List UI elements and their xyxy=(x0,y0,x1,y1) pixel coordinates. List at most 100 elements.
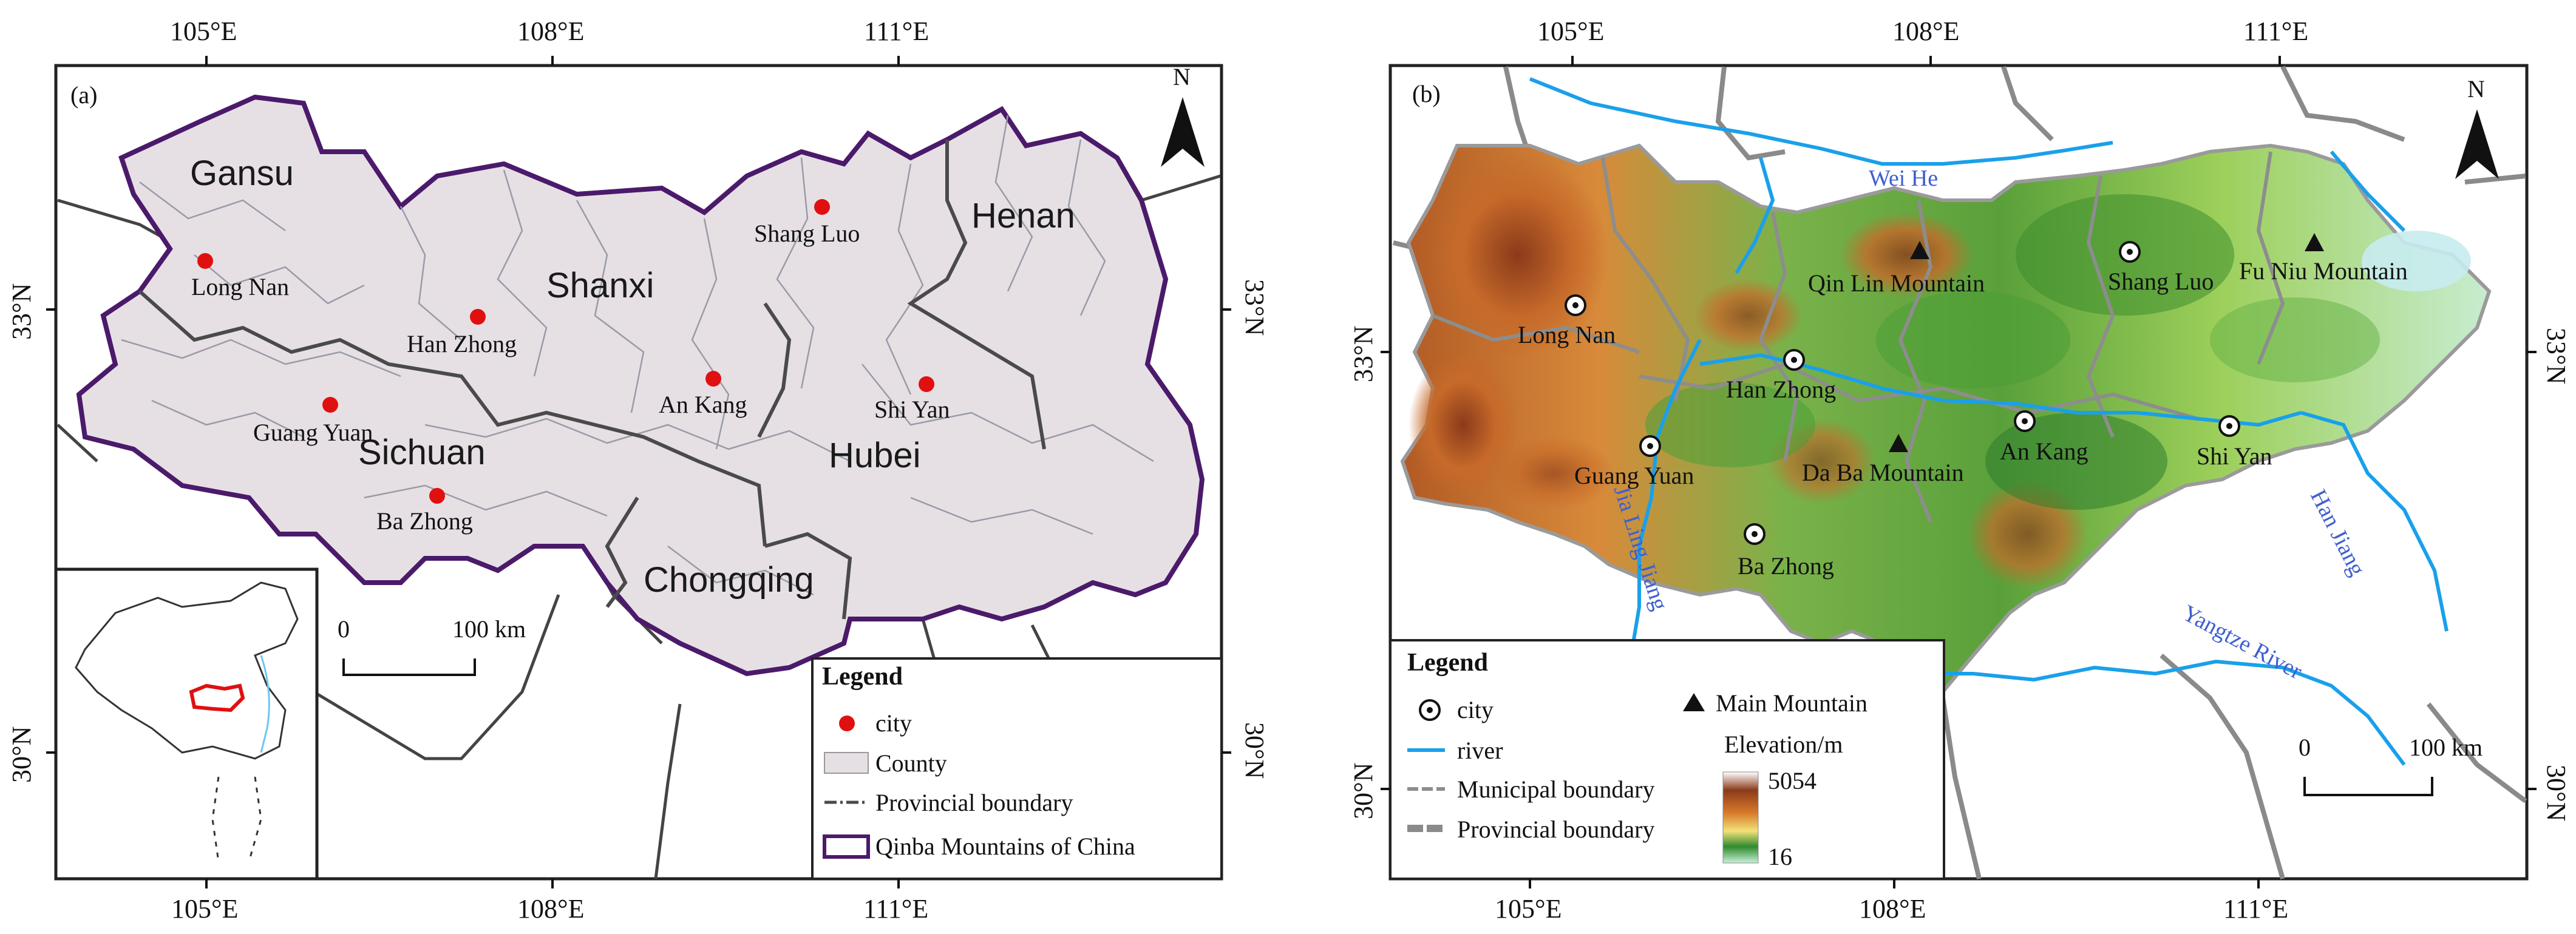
city-label: Shi Yan xyxy=(2197,442,2272,470)
legend-provincial-label: Provincial boundary xyxy=(1457,816,1655,843)
yangtze-river xyxy=(1850,659,2406,766)
left-tick-label: 33°N xyxy=(7,283,36,340)
legend-elevation-ramp xyxy=(1722,771,1759,864)
bottom-tick-label: 105°E xyxy=(1495,894,1562,924)
right-tick-label: 33°N xyxy=(1240,279,1269,336)
scale-line xyxy=(342,658,476,676)
city-label: Han Zhong xyxy=(407,330,517,357)
right-tick-label: 30°N xyxy=(2541,765,2571,821)
legend-title: Legend xyxy=(822,663,903,691)
top-tick-label: 108°E xyxy=(517,16,584,46)
right-tick-label: 33°N xyxy=(2541,328,2571,384)
bottom-tick-label: 105°E xyxy=(171,894,238,924)
scale-end: 100 km xyxy=(2409,734,2483,761)
city-label: Ba Zhong xyxy=(376,507,473,535)
mountain-label: Da Ba Mountain xyxy=(1802,459,1964,486)
panel-b-label: (b) xyxy=(1412,80,1441,107)
left-tick-label: 33°N xyxy=(1348,326,1378,382)
legend-mountain-icon xyxy=(1683,693,1705,711)
qinba-region-a xyxy=(76,94,1205,677)
legend-box xyxy=(1389,639,1945,880)
top-tick-label: 108°E xyxy=(1892,16,1959,46)
legend-qinba-swatch xyxy=(823,834,870,859)
city-label: Shang Luo xyxy=(2108,268,2214,295)
mountain-icon xyxy=(1910,241,1929,259)
left-tick-label: 30°N xyxy=(1348,763,1378,819)
city-marker xyxy=(1639,435,1661,457)
province-label-gansu: Gansu xyxy=(190,154,294,193)
city-marker xyxy=(814,199,830,215)
north-arrow-a: N xyxy=(1161,63,1205,167)
legend-title: Legend xyxy=(1407,649,1488,677)
legend-provincial-label: Provincial boundary xyxy=(875,789,1073,816)
provincial-boundaries-a xyxy=(138,140,1046,620)
scale-bar-b: 0 100 km xyxy=(2299,734,2483,796)
city-marker xyxy=(919,376,934,392)
mountains-b: Qin Lin Mountain Fu Niu Mountain Da Ba M… xyxy=(1802,233,2408,486)
city-label: Han Zhong xyxy=(1726,376,1836,403)
city-marker xyxy=(2014,410,2036,432)
legend-a: Legend city County Provincial boundary Q… xyxy=(811,657,1223,880)
cities-b: Long Nan Han Zhong Shang Luo An Kang Shi… xyxy=(1518,241,2272,580)
city-marker xyxy=(197,253,213,269)
city-marker xyxy=(1565,294,1586,316)
city-label: Long Nan xyxy=(191,273,289,300)
legend-elev-max: 5054 xyxy=(1768,767,1816,794)
inset-coast xyxy=(260,655,270,753)
city-label: Shi Yan xyxy=(874,396,950,423)
top-tick-label: 105°E xyxy=(170,16,237,46)
legend-county-swatch xyxy=(824,752,869,774)
city-marker xyxy=(322,397,338,413)
city-label: Ba Zhong xyxy=(1738,552,1834,580)
city-label: Guang Yuan xyxy=(1574,462,1694,489)
wei-he-branch xyxy=(1735,157,1775,274)
inset-map-china xyxy=(54,567,319,881)
city-marker xyxy=(2218,415,2240,437)
panel-a: Gansu Shanxi Henan Sichuan Hubei Chongqi… xyxy=(7,16,1269,924)
mountain-label: Fu Niu Mountain xyxy=(2239,257,2408,285)
panel-b-ticks xyxy=(1381,56,2537,888)
south-china-sea-dashes xyxy=(211,776,262,862)
province-label-henan: Henan xyxy=(971,196,1075,235)
high-elevation-patches xyxy=(1409,152,2088,589)
han-jiang-lower xyxy=(2300,411,2449,632)
qinba-inset-outline xyxy=(189,683,245,712)
upper-north-river xyxy=(2330,151,2406,232)
left-tick-label: 30°N xyxy=(7,726,36,783)
river-label-wei-he: Wei He xyxy=(1869,166,1938,191)
city-label: An Kang xyxy=(659,391,747,418)
province-label-shanxi: Shanxi xyxy=(546,266,654,305)
bottom-tick-label: 111°E xyxy=(2223,894,2288,924)
province-label-sichuan: Sichuan xyxy=(358,433,486,472)
city-label: Guang Yuan xyxy=(253,419,373,446)
mountain-icon xyxy=(1889,434,1908,452)
city-marker xyxy=(1783,349,1805,371)
north-label: N xyxy=(2467,75,2485,103)
bottom-tick-label: 108°E xyxy=(517,894,584,924)
county-lines-a xyxy=(121,115,1154,596)
panel-a-ticks xyxy=(46,56,1231,888)
north-arrow-icon xyxy=(1161,97,1205,167)
legend-qinba-label: Qinba Mountains of China xyxy=(875,833,1135,860)
top-tick-label: 111°E xyxy=(2243,16,2308,46)
lowland-patch xyxy=(2362,231,2471,291)
bottom-tick-label: 111°E xyxy=(863,894,928,924)
panel-a-label: (a) xyxy=(70,81,97,109)
legend-city-label: city xyxy=(1457,696,1494,723)
north-label: N xyxy=(1173,63,1191,90)
bottom-tick-label: 108°E xyxy=(1859,894,1926,924)
scale-bar-a: 0 100 km xyxy=(338,615,526,676)
scale-end: 100 km xyxy=(452,615,526,643)
legend-elevation-title: Elevation/m xyxy=(1724,731,1843,758)
city-marker xyxy=(429,488,445,504)
legend-mountain-label: Main Mountain xyxy=(1716,689,1867,717)
municipal-boundaries-b xyxy=(1432,151,2285,523)
province-label-hubei: Hubei xyxy=(829,436,921,475)
legend-county-label: County xyxy=(875,750,947,777)
city-marker xyxy=(705,371,721,387)
city-marker xyxy=(2119,241,2141,263)
legend-city-marker xyxy=(1419,699,1441,721)
scale-zero: 0 xyxy=(338,615,350,643)
legend-river-label: river xyxy=(1457,737,1503,764)
city-marker xyxy=(470,309,486,325)
